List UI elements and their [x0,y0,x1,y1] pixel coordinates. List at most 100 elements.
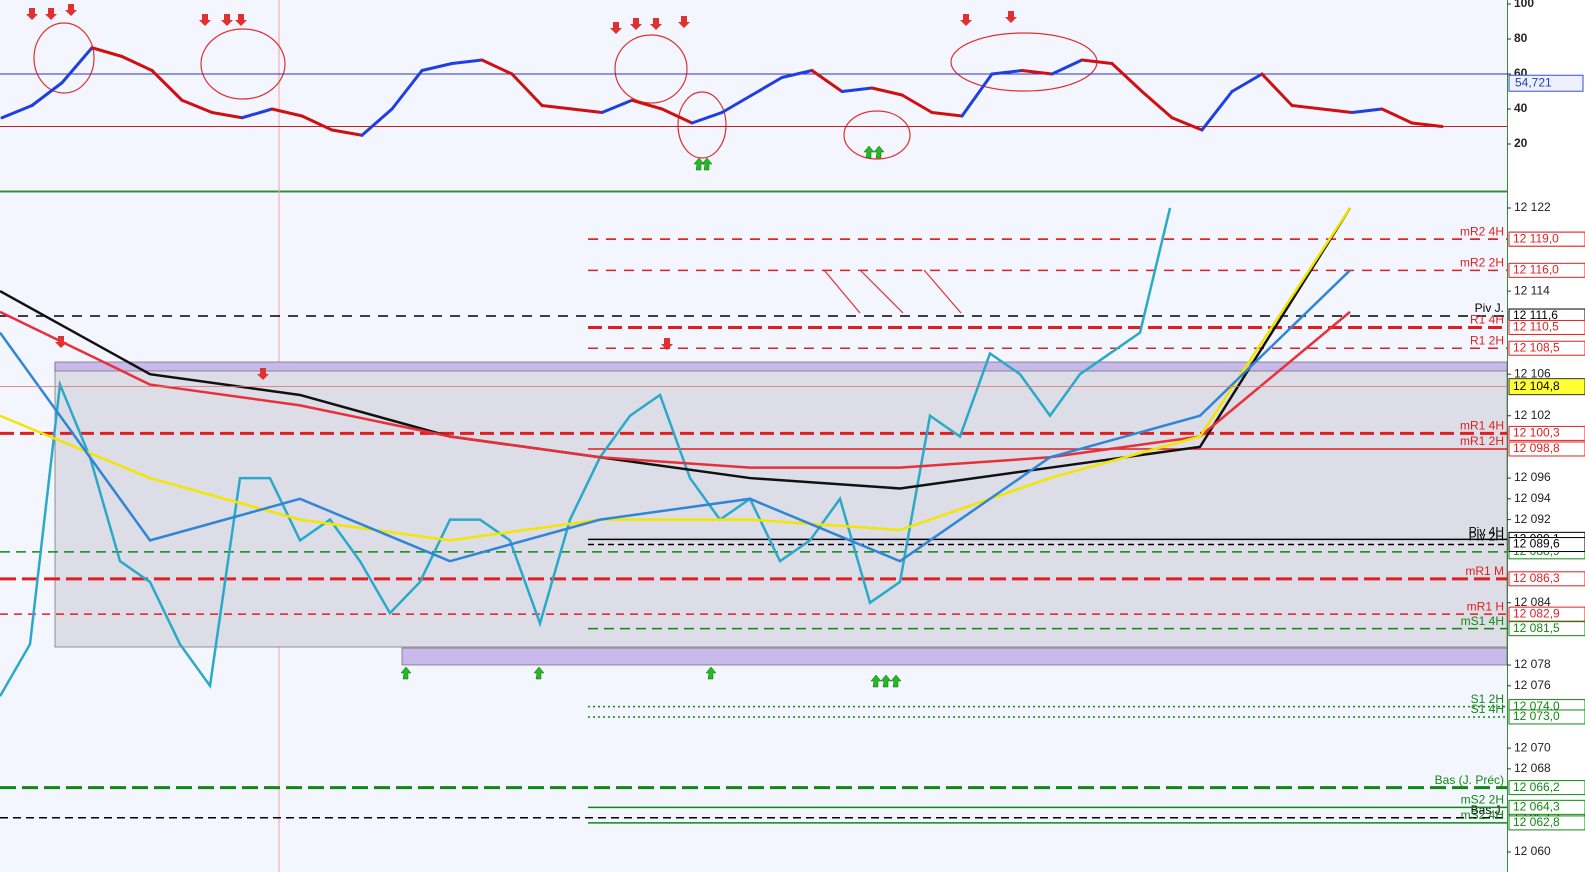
oscillator-segment [960,72,994,118]
y-tick-label: 12 094 [1514,491,1551,505]
level-label: R1 4H [1470,313,1504,327]
level-tag-label: 12 066,2 [1513,780,1560,794]
oscillator-segment [360,107,394,137]
oscillator-segment [390,69,424,111]
level-tag-label: 12 111,6 [1513,308,1558,322]
level-tag [1508,340,1585,356]
level-tag-label: 12 064,3 [1513,800,1560,814]
price-line [0,207,1172,697]
level-tag-label: 12 116,0 [1513,262,1559,276]
y-tick-label: 12 106 [1514,366,1551,380]
oscillator-segment [540,104,574,111]
oscillator-segment [510,72,544,107]
oscillator-segment [300,114,334,132]
level-tag [1508,262,1585,278]
oscillator-segment [1020,69,1054,76]
level-label: mS2 2H [1461,793,1504,807]
level-tag [1508,606,1585,622]
oscillator-segment [720,93,754,114]
moving-average [0,269,1351,563]
up-arrows [400,145,902,688]
level-tag-label: 12 108,5 [1513,340,1560,354]
oscillator-segment [780,69,814,79]
level-tag-label: 12 073,0 [1513,709,1560,723]
oscillator-segment [900,93,934,114]
oscillator-segment [840,86,874,93]
oscillator-segment [1080,58,1114,65]
last-value-label: 54,721 [1515,75,1552,89]
y-tick-label: 12 084 [1514,595,1551,609]
oscillator-segment [990,69,1024,76]
oscillator-segment [1260,72,1294,107]
oscillator-segment [600,98,634,114]
level-tag [1508,537,1585,553]
oscillator-segment [330,128,364,137]
level-tag [1508,709,1585,725]
y-tick-label: 40 [1514,101,1528,115]
y-tick-label: 12 076 [1514,678,1551,692]
lower-band [401,647,1508,666]
oscillator-segment [90,46,124,58]
oscillator-segment [1140,90,1174,120]
oscillator-segment [1110,62,1144,93]
oscillator-segment [660,107,694,125]
oscillator-segment [1230,72,1264,93]
oscillator-segment [0,104,34,120]
oscillator-segment [210,111,244,120]
oscillator-segment [420,62,454,72]
oscillator-segment [1350,107,1384,114]
oscillator-segment [480,58,514,76]
oscillator-segment [750,76,784,97]
oscillator-segment [1170,116,1204,132]
level-tag [1508,319,1585,335]
oscillator-segment [120,55,154,72]
level-tag-label: 12 082,9 [1513,606,1560,620]
level-label: Bas (J. Préc) [1435,773,1504,787]
oscillator-segment [1320,107,1354,114]
oscillator-segment [1410,121,1444,128]
y-tick-label: 12 122 [1514,200,1551,214]
level-tag-label: 12 119,0 [1513,231,1559,245]
level-tag [1508,441,1585,457]
oscillator-segment [1200,90,1234,132]
oscillator-segment [690,111,724,125]
oscillator-segment [570,107,604,114]
level-label: R1 2H [1470,333,1504,347]
annotations [33,22,1098,314]
level-label: mR1 M [1465,564,1504,578]
oscillator-segment [240,107,274,120]
level-tag-label: 12 086,3 [1513,571,1560,585]
level-label: mS2 4H [1461,808,1504,822]
oscillator-segment [60,46,94,85]
last-price-label: 12 104,8 [1513,379,1560,393]
level-tag [1508,621,1585,637]
level-label: Piv 4H [1469,525,1504,539]
level-tag [1508,815,1585,831]
level-label: mR2 2H [1460,255,1504,269]
y-tick-label: 12 068 [1514,761,1551,775]
level-tag [1508,571,1585,587]
level-tag-label: 12 074,0 [1513,699,1560,713]
y-tick-label: 12 096 [1514,470,1551,484]
level-label: mR1 H [1467,599,1504,613]
y-tick-label: 12 102 [1514,408,1551,422]
oscillator-segment [810,69,844,93]
level-label: S1 4H [1471,702,1504,716]
level-label: mS1 4H [1461,614,1504,628]
level-label: mR1 2H [1460,434,1504,448]
level-tag-label: 12 100,3 [1513,426,1560,440]
level-tag-label: 12 081,5 [1513,621,1560,635]
oscillator-segment [150,69,184,102]
level-tag-label: 12 062,8 [1513,815,1560,829]
oscillator-segment [30,81,64,107]
level-tag [1508,799,1585,815]
oscillator-segment [930,111,964,118]
y-tick-label: 80 [1514,31,1528,45]
y-tick-label: 12 070 [1514,740,1551,754]
moving-average [0,310,1351,469]
last-price-tag [1508,378,1585,396]
upper-band [54,361,1508,372]
level-label: Bas J. [1471,803,1504,817]
